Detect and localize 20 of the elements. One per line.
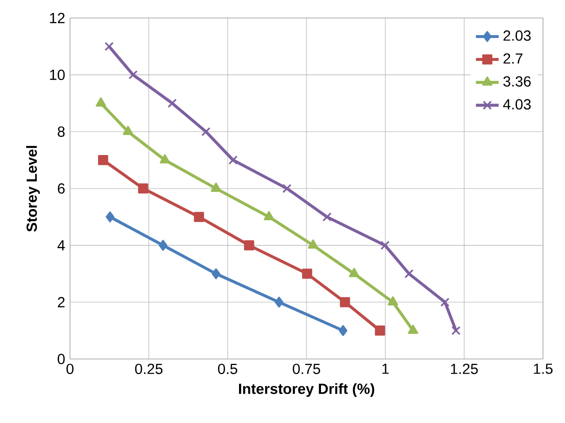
x-tick-label: 0 <box>66 364 74 374</box>
legend-label: 2.03 <box>504 30 531 41</box>
y-tick-label: 12 <box>50 12 65 24</box>
y-tick-label: 4 <box>57 240 65 250</box>
legend-label: 4.03 <box>503 99 531 110</box>
x-tick-label: 1.25 <box>451 364 478 374</box>
x-axis-title: Interstorey Drift (%) <box>239 383 374 397</box>
y-tick-label: 10 <box>50 70 65 80</box>
y-axis-title: Storey Level <box>26 146 40 232</box>
y-tick-label: 6 <box>58 183 65 194</box>
x-tick-label: 0.5 <box>218 364 238 374</box>
y-tick-label: 0 <box>58 354 65 364</box>
y-tick-label: 2 <box>58 297 65 308</box>
legend-label: 2.7 <box>504 53 522 64</box>
legend-label: 3.36 <box>503 76 531 87</box>
y-tick-label: 8 <box>58 126 65 137</box>
x-tick-label: 1 <box>382 364 389 374</box>
x-tick-label: 0.75 <box>292 364 320 374</box>
x-tick-label: 1.5 <box>534 364 553 374</box>
x-tick-label: 0.25 <box>135 364 162 374</box>
